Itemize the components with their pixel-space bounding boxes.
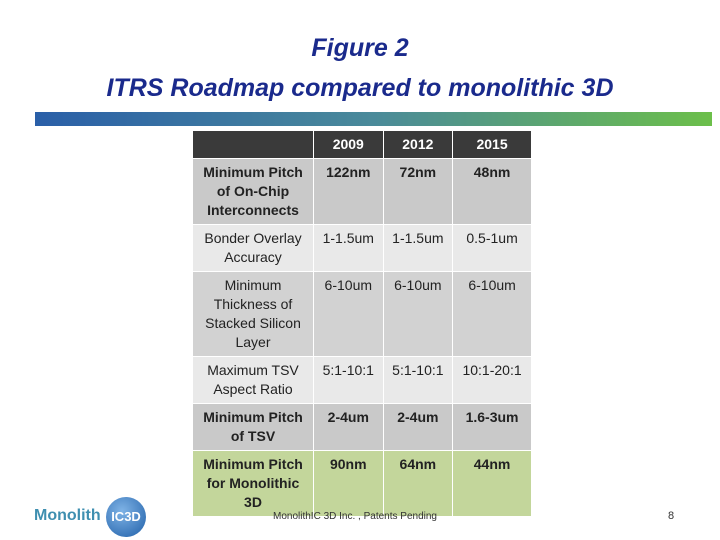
table-cell: 0.5-1um — [452, 224, 532, 272]
logo-badge: IC3D — [106, 497, 146, 537]
table-cell: 2-4um — [382, 403, 454, 451]
title-bar — [35, 112, 712, 126]
row-label: Minimum Thickness of Stacked Silicon Lay… — [192, 271, 314, 357]
table-cell: 5:1-10:1 — [313, 356, 384, 404]
table-cell: 6-10um — [382, 271, 454, 357]
row-label: Maximum TSV Aspect Ratio — [192, 356, 314, 404]
table-cell: 10:1-20:1 — [452, 356, 532, 404]
logo-text: Monolith — [34, 507, 101, 524]
row-label: Minimum Pitch of On-Chip Interconnects — [192, 158, 314, 225]
row-label: Bonder Overlay Accuracy — [192, 224, 314, 272]
row-label: Minimum Pitch for Monolithic 3D — [192, 450, 314, 517]
table-cell: 44nm — [452, 450, 532, 517]
table-cell: 72nm — [382, 158, 454, 225]
column-header: 2015 — [452, 130, 532, 159]
column-header — [192, 130, 314, 159]
table-row: Minimum Pitch for Monolithic 3D 90nm 64nm 4… — [192, 450, 532, 517]
table-cell: 2-4um — [313, 403, 384, 451]
header-row: 2009 2012 2015 — [192, 130, 532, 159]
row-label: Minimum Pitch of TSV — [192, 403, 314, 451]
table-row: Minimum Thickness of Stacked Silicon Lay… — [192, 271, 532, 357]
column-header: 2009 — [313, 130, 384, 159]
column-header: 2012 — [382, 130, 454, 159]
table-row: Maximum TSV Aspect Ratio 5:1-10:1 5:1-10:1… — [192, 356, 532, 404]
page-number: 8 — [668, 510, 675, 522]
title-line: Figure 2 — [311, 34, 409, 62]
table-row: Minimum Pitch of On-Chip Interconnects 12… — [192, 158, 532, 225]
roadmap-table: 2009 2012 2015 Minimum Pitch of On-Chip Int… — [192, 130, 532, 517]
footer-note: MonolithIC 3D Inc. , Patents Pending — [273, 511, 437, 522]
table-cell: 48nm — [452, 158, 532, 225]
table-cell: 5:1-10:1 — [382, 356, 454, 404]
table-cell: 6-10um — [452, 271, 532, 357]
table-cell: 90nm — [313, 450, 384, 517]
table-row: Minimum Pitch of TSV 2-4um 2-4um 1.6-3um — [192, 403, 532, 451]
table-cell: 1.6-3um — [452, 403, 532, 451]
table-cell: 6-10um — [313, 271, 384, 357]
title-line: ITRS Roadmap compared to monolithic 3D — [106, 74, 614, 102]
table-cell: 64nm — [382, 450, 454, 517]
table-row: Bonder Overlay Accuracy 1-1.5um 1-1.5um 0.5… — [192, 224, 532, 272]
table-cell: 122nm — [313, 158, 384, 225]
table-cell: 1-1.5um — [382, 224, 454, 272]
table-cell: 1-1.5um — [313, 224, 384, 272]
